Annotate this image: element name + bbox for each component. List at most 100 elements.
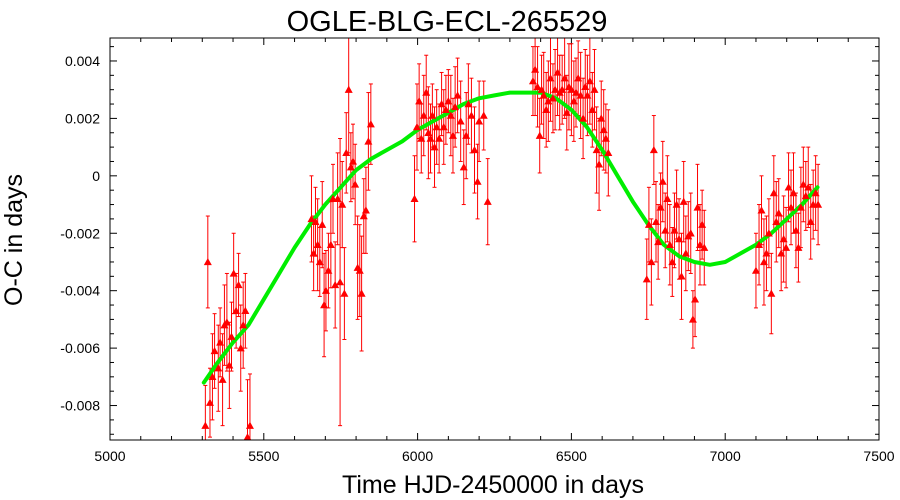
data-point (647, 257, 656, 266)
data-point (553, 68, 562, 76)
data-point (764, 229, 773, 237)
y-tick-label: -0.002 (60, 225, 100, 241)
data-point (324, 266, 333, 274)
data-point (762, 249, 771, 257)
data-point (767, 289, 776, 297)
data-point (473, 177, 482, 185)
data-point (787, 203, 796, 211)
data-point (344, 85, 353, 93)
data-point (359, 212, 368, 220)
data-point (548, 94, 557, 102)
data-point (686, 229, 695, 237)
data-point (467, 111, 476, 119)
data-point (784, 183, 793, 191)
data-point (533, 82, 542, 91)
data-point (700, 243, 709, 251)
data-point (774, 209, 783, 217)
data-point (693, 203, 702, 211)
data-point (424, 128, 433, 136)
data-point (801, 191, 810, 200)
x-tick-label: 7000 (710, 448, 741, 464)
data-point (661, 226, 670, 234)
data-point (205, 398, 214, 406)
y-tick-label: 0.002 (65, 110, 100, 126)
data-point (448, 131, 457, 139)
data-point (357, 289, 366, 297)
data-point (225, 361, 234, 369)
data-point (663, 194, 672, 202)
data-point (355, 266, 364, 274)
plot-area: 5000 5500 6000 6500 7000 7500 -0.008 -0.006 -0.0… (60, 38, 895, 464)
y-tick-label: -0.008 (60, 398, 100, 414)
x-tick-label: 6000 (402, 448, 433, 464)
data-point (214, 364, 223, 372)
data-point (320, 301, 329, 309)
data-point (569, 97, 578, 105)
data-point (672, 200, 681, 208)
data-point (451, 102, 460, 111)
data-point (560, 74, 569, 82)
data-point (804, 183, 813, 191)
data-point (583, 91, 592, 99)
y-tick-label: 0 (92, 168, 100, 184)
data-point (567, 85, 576, 93)
data-point (364, 137, 373, 145)
data-point (794, 243, 803, 251)
data-point (349, 157, 358, 165)
data-point (562, 108, 571, 116)
data-point (755, 240, 764, 248)
data-point (551, 85, 560, 93)
data-point (675, 235, 684, 243)
data-point (346, 163, 355, 171)
data-point (649, 145, 658, 154)
data-point (441, 105, 450, 113)
data-point (459, 163, 468, 171)
data-point (642, 275, 651, 283)
x-axis-label: Time HJD-2450000 in days (342, 471, 644, 499)
data-point (245, 421, 254, 429)
data-point (218, 375, 227, 383)
data-point (241, 306, 250, 314)
data-point (338, 200, 347, 208)
data-point (670, 226, 679, 234)
x-tick-label: 5000 (94, 448, 125, 464)
data-point (331, 280, 340, 289)
data-point (336, 278, 345, 286)
data-point (651, 217, 660, 225)
data-point (574, 74, 583, 82)
data-point (656, 203, 665, 211)
data-point (782, 243, 791, 251)
data-point (437, 100, 446, 108)
data-point (539, 91, 548, 99)
data-point (644, 220, 653, 228)
data-point (757, 206, 766, 214)
data-point (464, 100, 473, 108)
data-point (558, 85, 567, 93)
data-point (679, 197, 688, 205)
data-point (599, 125, 608, 134)
data-point (544, 97, 553, 105)
data-point (572, 88, 581, 96)
data-point (654, 237, 663, 246)
data-point (227, 332, 236, 340)
data-point (417, 134, 426, 142)
data-point (581, 82, 590, 91)
data-point (201, 421, 210, 429)
data-point (537, 85, 546, 93)
data-point (677, 272, 686, 280)
data-point (340, 289, 349, 297)
data-point (592, 145, 601, 154)
data-point (318, 220, 327, 228)
data-point (531, 65, 540, 73)
y-tick-label: -0.004 (60, 283, 100, 299)
data-point (428, 111, 437, 119)
data-point (321, 286, 330, 294)
chart-title: OGLE-BLG-ECL-265529 (287, 6, 608, 38)
data-point (315, 257, 324, 266)
y-axis-label: O-C in days (0, 174, 28, 306)
data-point (208, 372, 217, 381)
data-point (535, 131, 544, 139)
data-point (419, 111, 428, 119)
data-point (432, 123, 441, 131)
